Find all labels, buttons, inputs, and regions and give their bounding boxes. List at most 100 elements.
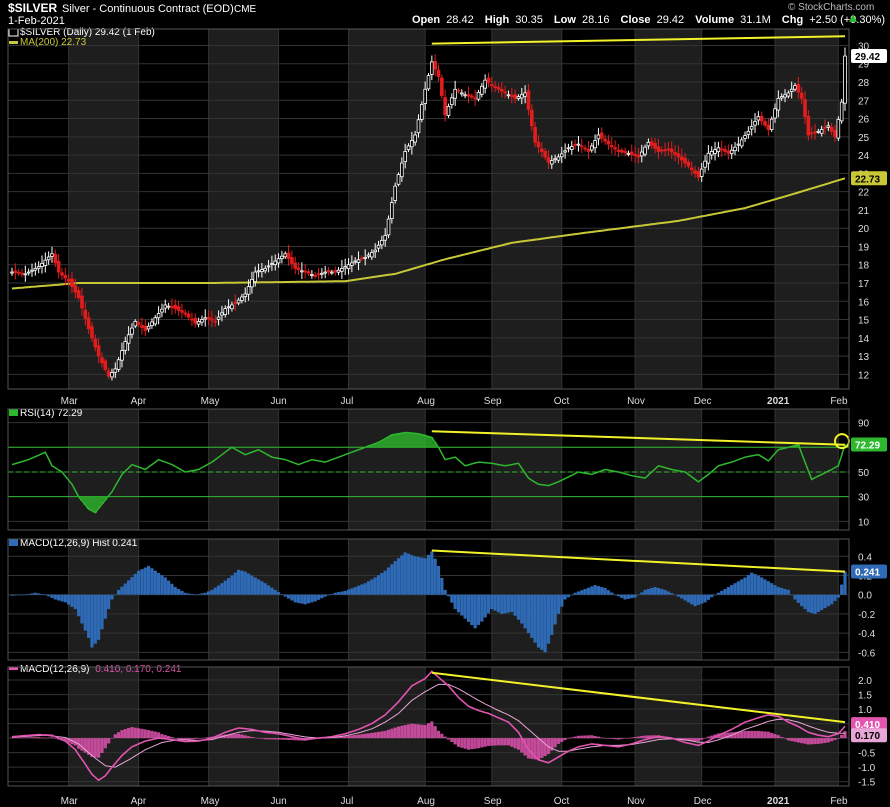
price-candle: [183, 312, 188, 315]
macd-hist-bar: [423, 558, 427, 595]
macd-hist-bar: [720, 590, 724, 595]
macd-diff-bar: [27, 737, 31, 739]
price-candle: [320, 272, 324, 275]
price-candle: [113, 368, 118, 373]
macd-diff-bar: [700, 738, 704, 740]
macd-hist-bar: [113, 594, 117, 596]
macd-hist-bar: [413, 556, 417, 595]
macd-diff-bar: [390, 728, 394, 739]
macd-diff-bar: [623, 738, 627, 739]
macd-hist-bar: [200, 593, 204, 595]
x-tick-label: 2021: [767, 396, 790, 407]
y-tick-label: 12: [858, 370, 870, 381]
macd-hist-bar: [330, 594, 334, 595]
macd-hist-bar: [693, 594, 697, 607]
price-candle: [40, 262, 44, 267]
macd-hist-bar: [546, 594, 551, 644]
macd-hist-bar: [290, 594, 294, 601]
macd-hist-bar: [17, 594, 21, 596]
price-candle: [773, 108, 777, 119]
macd-hist-bar: [580, 590, 584, 595]
price-candle: [726, 150, 731, 154]
macd-hist-bar: [236, 569, 241, 595]
macd-diff-bar: [490, 738, 494, 746]
macd-hist-bar: [803, 594, 807, 610]
price-candle: [280, 255, 284, 259]
macd-hist-bar: [63, 594, 67, 603]
price-candle: [283, 253, 288, 258]
price-candle: [576, 143, 581, 146]
macd-diff-bar: [173, 738, 177, 739]
price-candle: [563, 150, 567, 153]
macd-diff-bar: [760, 731, 764, 739]
price-candle: [589, 145, 594, 151]
trendline: [431, 35, 846, 45]
price-candle: [240, 296, 244, 301]
macd-diff-bar: [800, 738, 804, 744]
price-candle: [50, 253, 54, 257]
macd-diff-bar: [416, 724, 421, 739]
month-band: [348, 29, 426, 389]
price-candle: [633, 154, 637, 157]
month-band: [208, 539, 279, 660]
price-candle: [646, 141, 651, 147]
macd-diff-bar: [576, 735, 581, 739]
price-candle: [53, 253, 58, 264]
price-candle: [543, 150, 547, 158]
price-candle: [666, 148, 671, 151]
price-candle: [340, 267, 344, 272]
price-candle: [653, 142, 657, 149]
macd-hist-bar: [826, 594, 830, 607]
macd-hist-bar: [433, 558, 437, 595]
macd-hist-bar: [556, 594, 561, 614]
price-candle: [446, 105, 451, 116]
price-candle: [133, 320, 138, 327]
macd-hist-bar: [470, 594, 474, 626]
price-candle: [80, 295, 84, 309]
macd-hist-bar: [50, 594, 54, 598]
price-candle: [363, 257, 367, 259]
macd-diff-bar: [103, 738, 107, 749]
macd-hist-bar: [203, 592, 207, 595]
axes-layer: 1213141516171819202122232425262728293010…: [7, 28, 876, 789]
macd-diff-bar: [453, 738, 457, 745]
macd-diff-bar: [133, 727, 137, 739]
macd-hist-bar: [566, 594, 571, 598]
macd-hist-bar: [730, 585, 734, 595]
price-candle: [436, 69, 441, 77]
macd-hist-bar: [370, 579, 374, 595]
macd-diff-bar: [573, 736, 577, 739]
price-candle: [696, 171, 701, 178]
macd-hist-bar: [20, 594, 24, 596]
macd-diff-bar: [750, 730, 754, 739]
macd-diff-bar: [216, 735, 221, 739]
price-candle: [233, 302, 238, 305]
macd-diff-bar: [820, 738, 824, 744]
macd-diff-bar: [363, 733, 367, 739]
macd-diff-bar: [743, 730, 747, 739]
price-candle: [76, 290, 81, 299]
price-candle: [373, 249, 377, 253]
price-candle: [13, 270, 18, 273]
macd-hist-bar: [300, 594, 304, 604]
macd-diff-bar: [393, 727, 397, 739]
month-band: [491, 409, 562, 530]
price-candle: [176, 306, 181, 311]
macd-diff-bar: [813, 738, 817, 745]
macd-hist-layer: [10, 551, 847, 653]
price-candle: [30, 269, 34, 272]
y-tick-label: 1.0: [858, 705, 872, 716]
price-candle: [256, 270, 261, 273]
macd-hist-bar: [326, 594, 331, 596]
macd-diff-bar: [780, 736, 784, 739]
macd-hist-bar: [23, 594, 27, 596]
macd-diff-bar: [203, 737, 207, 739]
price-candle: [390, 202, 394, 219]
price-candle: [223, 308, 228, 315]
macd-hist-bar: [420, 557, 424, 595]
price-candle: [110, 372, 114, 378]
chg-value: +2.50 (+9.30%): [809, 14, 885, 26]
macd-hist-bar: [493, 594, 497, 611]
price-candle: [310, 274, 314, 276]
price-candle: [613, 147, 617, 150]
